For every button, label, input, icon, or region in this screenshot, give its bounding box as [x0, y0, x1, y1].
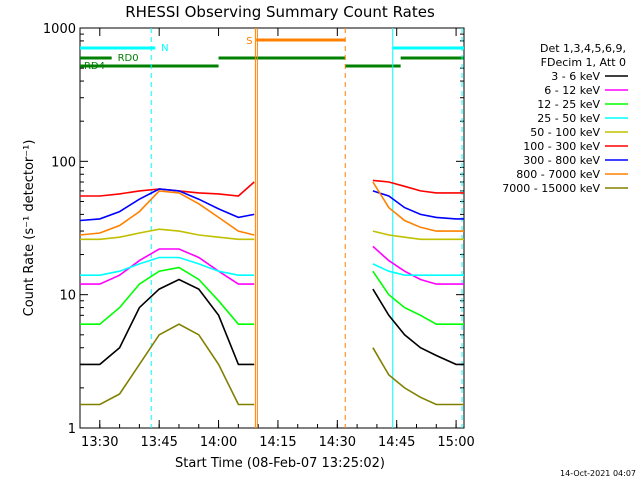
- y-tick-label: 100: [51, 155, 76, 170]
- annotation-label: N: [161, 43, 168, 54]
- series-line: [79, 190, 255, 236]
- x-tick-label: 13:30: [81, 435, 118, 450]
- y-tick-label: 1: [68, 422, 76, 437]
- axis-ticks: 1 10 100 1000 13:30 13:45 14:00 14:15 14:30 14:45…: [43, 22, 475, 450]
- legend-label: 3 - 6 keV: [551, 70, 600, 83]
- series-line: [372, 179, 464, 194]
- x-tick-label: 14:15: [259, 435, 296, 450]
- legend-label: 800 - 7000 keV: [516, 168, 600, 181]
- series-line: [80, 256, 255, 277]
- legend-label: 12 - 25 keV: [537, 98, 600, 111]
- x-tick-label: 14:00: [200, 435, 237, 450]
- series-line: [372, 245, 464, 285]
- event-markers: [150, 28, 463, 428]
- x-tick-label: 15:00: [437, 435, 474, 450]
- series-line: [80, 323, 255, 406]
- series-line: [80, 278, 255, 366]
- legend-title-line-1: Det 1,3,4,5,6,9,: [540, 42, 626, 55]
- legend-label: 6 - 12 keV: [544, 84, 600, 97]
- x-tick-label: 14:30: [319, 435, 356, 450]
- legend-label: 50 - 100 keV: [530, 126, 600, 139]
- series-lines: [79, 179, 464, 406]
- legend-title-line-2: FDecim 1, Att 0: [541, 56, 626, 69]
- series-line: [80, 248, 255, 285]
- legend-label: 100 - 300 keV: [523, 140, 600, 153]
- x-tick-label: 14:45: [378, 435, 415, 450]
- annotation-label: RD0: [118, 53, 139, 64]
- series-line: [372, 263, 464, 277]
- series-line: [79, 188, 255, 222]
- y-axis-label: Count Rate (s⁻¹ detector⁻¹): [22, 140, 37, 317]
- legend-label: 300 - 800 keV: [523, 154, 600, 167]
- legend-label: 25 - 50 keV: [537, 112, 600, 125]
- annotation-label: S: [246, 36, 252, 47]
- series-line: [372, 230, 464, 241]
- series-line: [372, 181, 464, 232]
- chart-title: RHESSI Observing Summary Count Rates: [125, 3, 435, 21]
- y-tick-label: 1000: [43, 22, 76, 37]
- series-line: [372, 270, 464, 326]
- x-tick-label: 13:45: [140, 435, 177, 450]
- series-line: [80, 228, 255, 241]
- series-line: [372, 190, 464, 220]
- series-line: [372, 288, 464, 366]
- series-line: [80, 266, 255, 326]
- legend-label: 7000 - 15000 keV: [502, 182, 600, 195]
- attenuator-state-bars: N RD0 RD4 S: [80, 36, 464, 72]
- y-tick-label: 10: [59, 289, 76, 304]
- plot-frame: [79, 27, 465, 429]
- series-line: [372, 347, 464, 406]
- footer-timestamp: 14-Oct-2021 04:07: [560, 469, 636, 478]
- annotation-label: RD4: [84, 61, 105, 72]
- x-axis-label: Start Time (08-Feb-07 13:25:02): [175, 456, 385, 471]
